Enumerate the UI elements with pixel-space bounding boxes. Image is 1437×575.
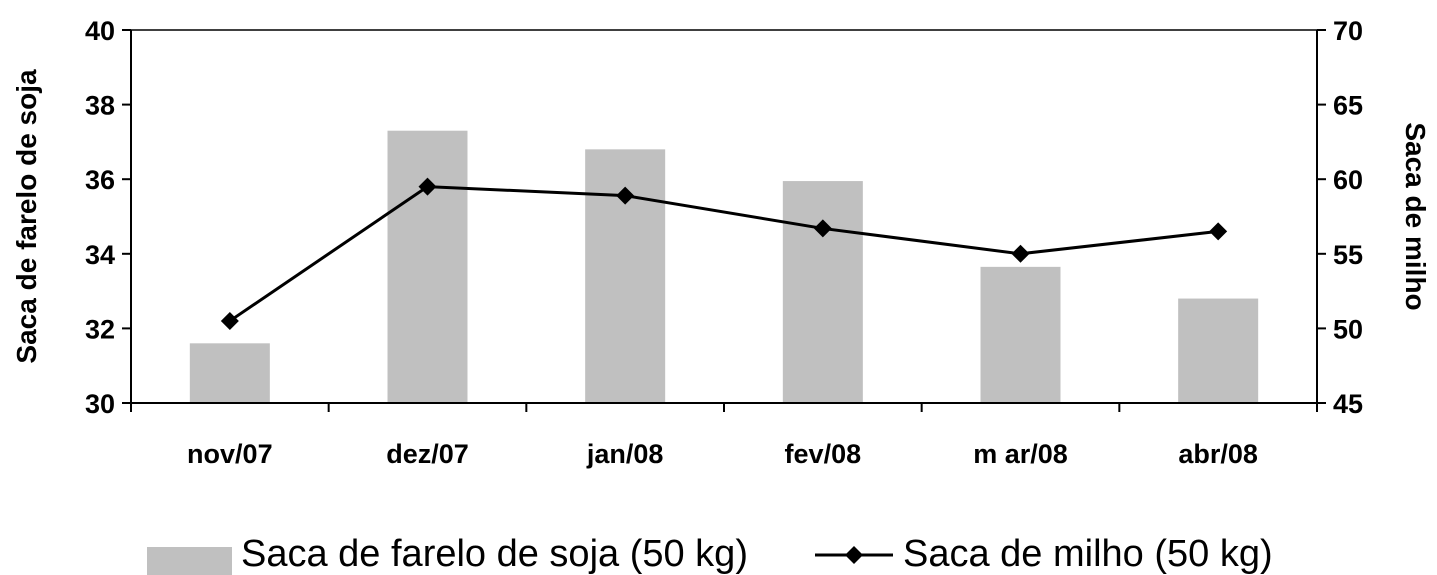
axes: 30 32 34 36 38 40 45 50 55 60 65 70 nov/07 dez/07 jan/…: [11, 16, 1431, 469]
x-tick-label-5: abr/08: [1178, 439, 1258, 469]
line-point-4: [1011, 244, 1030, 263]
line-point-3: [813, 219, 832, 238]
legend: Saca de farelo de soja (50 kg) Saca de mi…: [147, 533, 1273, 575]
y-tick-label-1: 32: [85, 314, 115, 344]
y2-tick-label-5: 70: [1333, 16, 1363, 46]
line-path: [228, 185, 1219, 323]
y2-tick-label-0: 45: [1333, 389, 1363, 419]
line-point-5: [1209, 222, 1228, 241]
line-series: [220, 177, 1228, 330]
legend-swatch-bar: [147, 547, 232, 575]
legend-label-bar: Saca de farelo de soja (50 kg): [241, 533, 748, 575]
bar-series: [189, 130, 1259, 403]
line-point-0: [220, 311, 239, 330]
x-tick-label-1: dez/07: [386, 439, 469, 469]
x-tick-label-2: jan/08: [586, 439, 664, 469]
y2-tick-label-3: 60: [1333, 165, 1363, 195]
y-tick-label-0: 30: [85, 389, 115, 419]
y2-tick-label-4: 65: [1333, 91, 1363, 121]
y-tick-label-4: 38: [85, 91, 115, 121]
bar-4: [980, 266, 1061, 403]
bar-3: [782, 181, 863, 403]
y2-tick-label-2: 55: [1333, 240, 1363, 270]
y2-tick-label-1: 50: [1333, 314, 1363, 344]
y-tick-label-3: 36: [85, 165, 115, 195]
bar-1: [387, 130, 468, 403]
x-tick-label-3: fev/08: [785, 439, 862, 469]
y-axis-title: Saca de farelo de soja: [11, 69, 42, 364]
y2-axis-title: Saca de milho: [1400, 122, 1431, 310]
bar-0: [189, 343, 270, 403]
legend-label-line: Saca de milho (50 kg): [903, 533, 1273, 575]
y-tick-label-2: 34: [85, 240, 115, 270]
y-tick-label-5: 40: [85, 16, 115, 46]
legend-swatch-marker: [845, 546, 863, 564]
line-point-2: [616, 186, 635, 205]
x-tick-label-4: m ar/08: [973, 439, 1068, 469]
x-tick-label-0: nov/07: [187, 439, 273, 469]
line-point-1: [418, 177, 437, 196]
bar-5: [1178, 298, 1259, 403]
